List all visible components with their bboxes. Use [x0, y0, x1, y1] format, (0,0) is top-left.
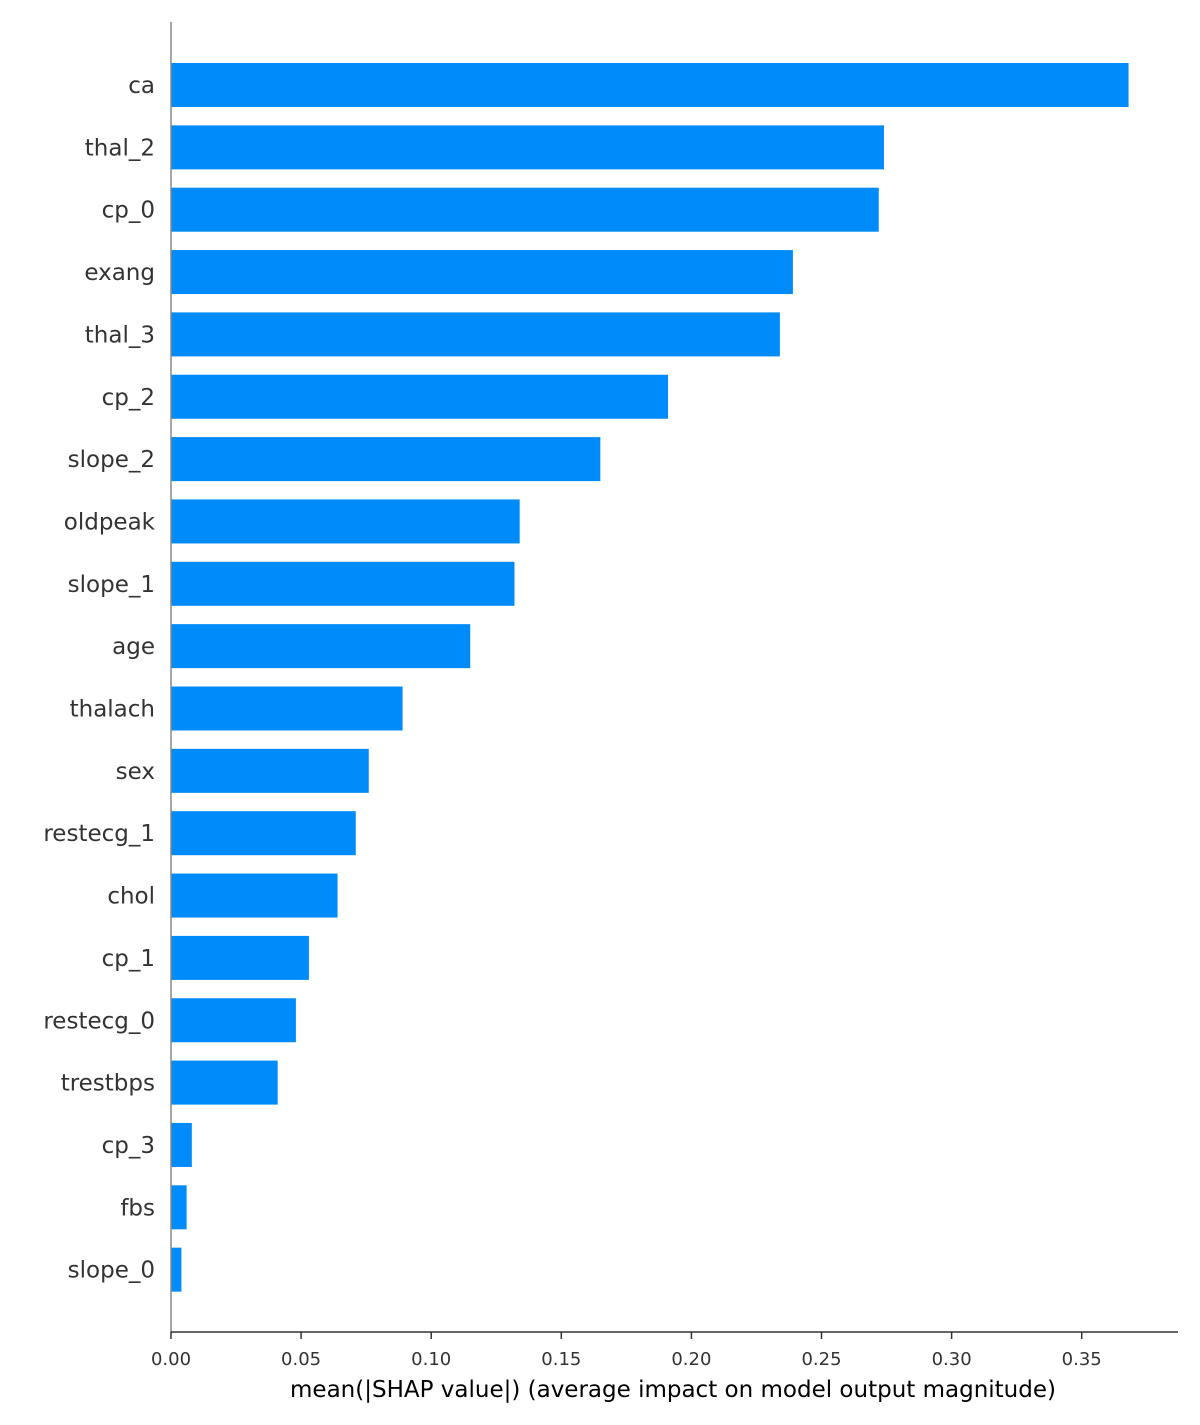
y-tick-label-thal-3: thal_3: [85, 322, 155, 348]
x-tick-label: 0.30: [932, 1349, 972, 1370]
y-tick-label-cp-0: cp_0: [102, 198, 155, 224]
bar-thal-3: [171, 312, 780, 357]
bar-cp-3: [171, 1122, 192, 1167]
y-tick-label-exang: exang: [84, 260, 155, 286]
y-tick-label-fbs: fbs: [120, 1195, 155, 1221]
x-axis-title: mean(|SHAP value|) (average impact on mo…: [290, 1377, 1056, 1403]
bar-slope-2: [171, 437, 601, 482]
y-tick-label-ca: ca: [128, 73, 155, 99]
bars-layer: [171, 63, 1129, 1292]
bar-thal-2: [171, 125, 884, 170]
bar-restecg-1: [171, 811, 356, 856]
bar-cp-2: [171, 374, 668, 419]
y-tick-label-cp-1: cp_1: [102, 946, 155, 972]
bar-fbs: [171, 1185, 187, 1230]
bar-slope-0: [171, 1247, 182, 1292]
x-tick-label: 0.20: [671, 1349, 711, 1370]
x-tick-label: 0.10: [411, 1349, 451, 1370]
y-tick-label-slope-0: slope_0: [68, 1258, 155, 1284]
y-tick-label-cp-3: cp_3: [102, 1133, 155, 1159]
y-tick-label-trestbps: trestbps: [61, 1071, 155, 1097]
bar-thalach: [171, 686, 403, 731]
bar-chol: [171, 873, 338, 918]
bar-age: [171, 624, 471, 669]
bar-ca: [171, 63, 1129, 107]
y-tick-label-oldpeak: oldpeak: [64, 509, 156, 535]
y-tick-label-chol: chol: [107, 884, 155, 910]
y-tick-label-restecg-0: restecg_0: [43, 1008, 155, 1034]
x-tick-label: 0.15: [541, 1349, 581, 1370]
y-tick-label-restecg-1: restecg_1: [43, 821, 155, 847]
bar-sex: [171, 748, 369, 793]
bar-cp-0: [171, 187, 879, 232]
y-tick-label-thal-2: thal_2: [85, 135, 155, 161]
x-tick-label: 0.35: [1062, 1349, 1102, 1370]
y-tick-label-cp-2: cp_2: [102, 385, 155, 411]
y-tick-label-sex: sex: [116, 759, 155, 785]
y-tick-label-thalach: thalach: [70, 697, 155, 723]
x-tick-label: 0.25: [801, 1349, 841, 1370]
bar-exang: [171, 250, 793, 295]
axes-layer: [170, 22, 1178, 1339]
y-tick-label-slope-2: slope_2: [68, 447, 155, 473]
x-tick-label: 0.05: [281, 1349, 321, 1370]
y-tick-label-age: age: [112, 634, 155, 660]
bar-slope-1: [171, 561, 515, 606]
y-tick-label-slope-1: slope_1: [68, 572, 155, 598]
bar-restecg-0: [171, 998, 296, 1043]
bar-cp-1: [171, 935, 309, 980]
bar-oldpeak: [171, 499, 520, 544]
x-tick-label: 0.00: [151, 1349, 191, 1370]
bar-trestbps: [171, 1060, 278, 1105]
